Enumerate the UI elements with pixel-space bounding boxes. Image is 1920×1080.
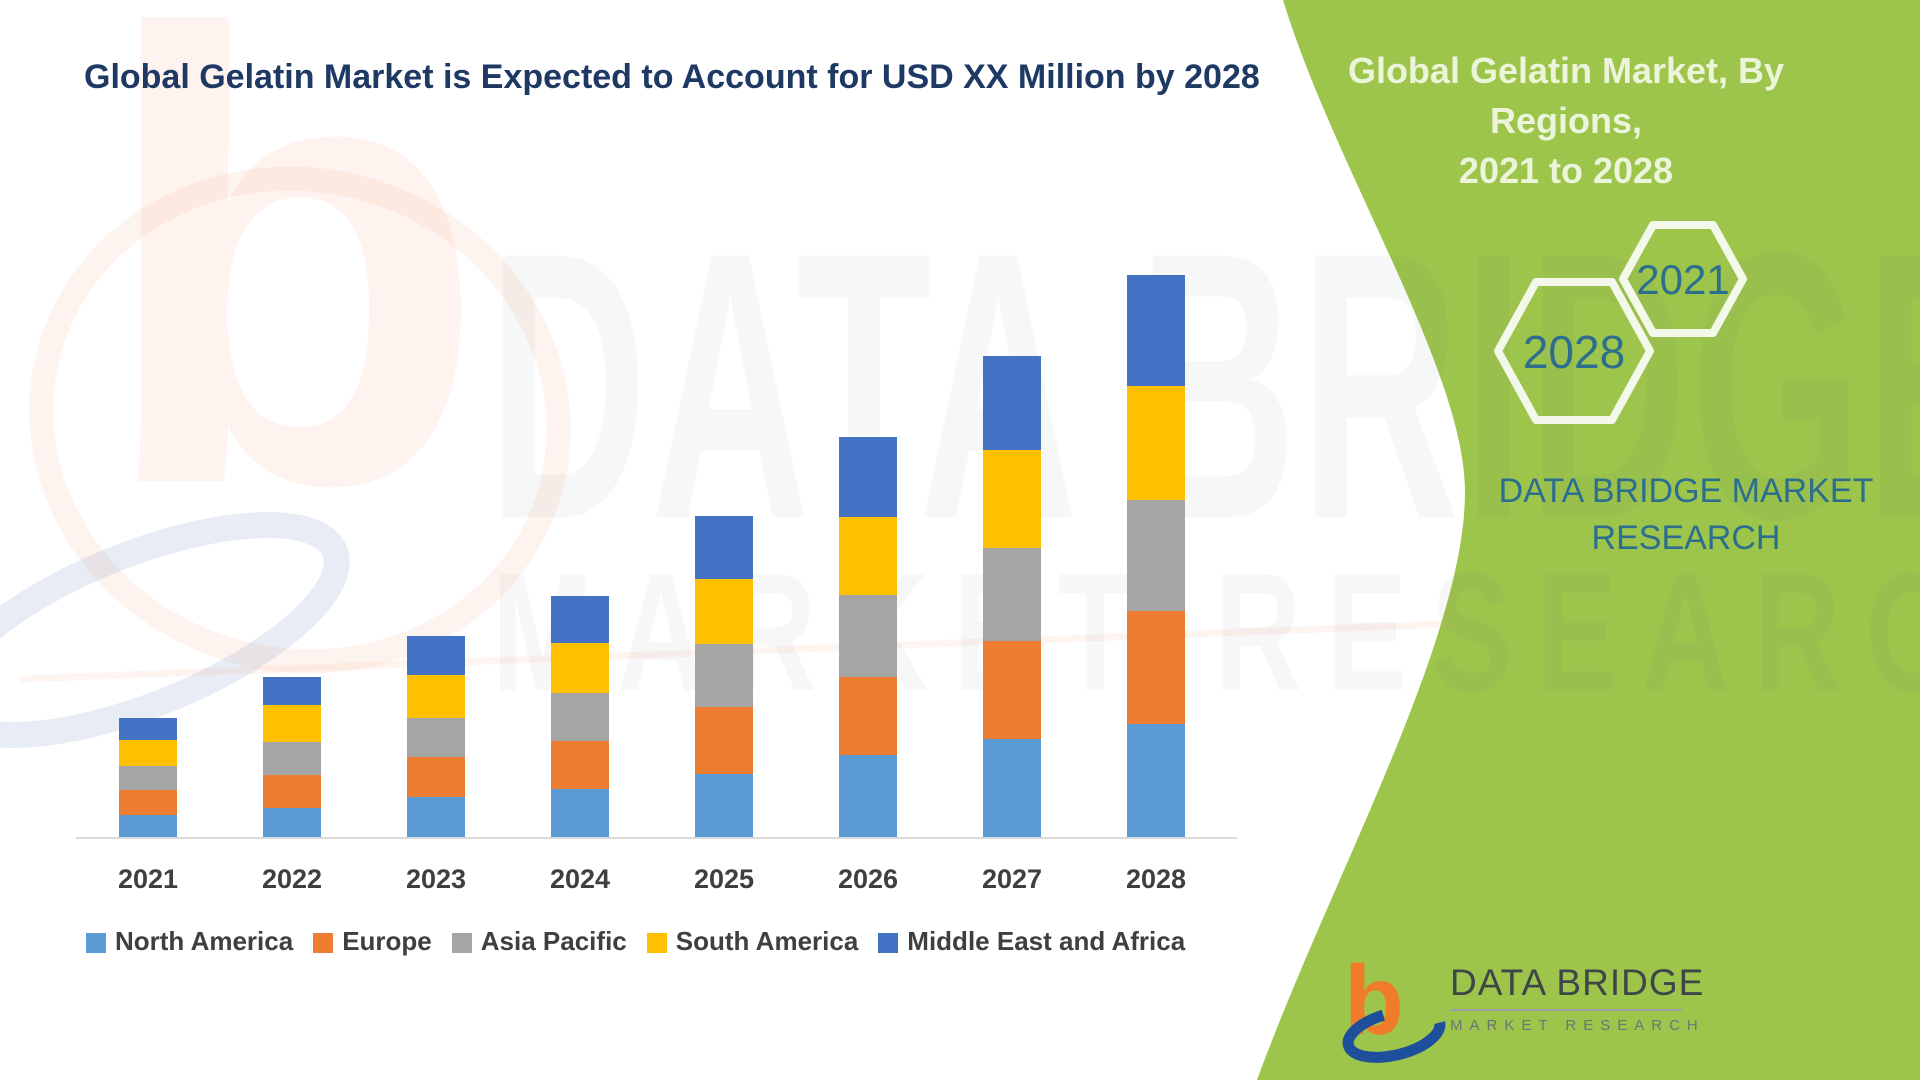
bar-2024 (551, 596, 609, 838)
legend-swatch-asia-pacific (451, 932, 472, 953)
bar-segment-south-america-2021 (119, 740, 177, 766)
brand-block: DATA BRIDGE MARKET RESEARCH (1456, 468, 1916, 562)
hexagon-2028-icon (1494, 278, 1654, 424)
bar-segment-asia-pacific-2021 (119, 766, 177, 790)
bar-segment-south-america-2028 (1127, 386, 1185, 500)
brand-line2: RESEARCH (1591, 519, 1781, 557)
brand-line1: DATA BRIDGE MARKET (1498, 472, 1874, 510)
panel-heading-line1: Global Gelatin Market, By Regions, (1347, 50, 1785, 141)
bar-segment-south-america-2025 (695, 579, 753, 644)
legend-label-south-america: South America (675, 926, 859, 956)
logo-divider (1450, 1009, 1682, 1011)
bar-segment-middle-east-and-africa-2026 (839, 437, 897, 517)
bar-2026 (839, 437, 897, 838)
bar-segment-middle-east-and-africa-2028 (1127, 275, 1185, 386)
bar-segment-middle-east-and-africa-2027 (983, 356, 1041, 450)
legend-swatch-middle-east-and-africa (878, 932, 899, 953)
bar-segment-north-america-2025 (695, 774, 753, 838)
panel-heading: Global Gelatin Market, By Regions, 2021 … (1316, 46, 1816, 196)
bar-segment-europe-2025 (695, 707, 753, 774)
bar-segment-middle-east-and-africa-2023 (407, 636, 465, 675)
x-axis-label-2028: 2028 (1125, 864, 1187, 894)
bar-segment-asia-pacific-2024 (551, 693, 609, 741)
bar-segment-north-america-2026 (839, 755, 897, 838)
bar-segment-asia-pacific-2022 (263, 742, 321, 775)
bar-segment-south-america-2022 (263, 705, 321, 742)
bar-segment-asia-pacific-2028 (1127, 500, 1185, 611)
bar-segment-middle-east-and-africa-2022 (263, 677, 321, 705)
bar-2025 (695, 516, 753, 838)
bar-segment-europe-2022 (263, 775, 321, 808)
bar-segment-middle-east-and-africa-2025 (695, 516, 753, 579)
x-axis-label-2025: 2025 (693, 864, 755, 894)
legend-item-europe: Europe (313, 926, 432, 957)
bar-segment-asia-pacific-2025 (695, 644, 753, 707)
hexagon-2021-icon (1619, 221, 1747, 337)
bar-2021 (119, 718, 177, 838)
legend: North America Europe Asia Pacific South Ame… (86, 926, 1185, 957)
bar-segment-south-america-2024 (551, 643, 609, 693)
legend-label-middle-east-and-africa: Middle East and Africa (907, 926, 1186, 956)
bar-segment-south-america-2026 (839, 517, 897, 595)
bar-segment-asia-pacific-2023 (407, 718, 465, 757)
bar-segment-north-america-2027 (983, 739, 1041, 838)
bar-segment-europe-2023 (407, 757, 465, 797)
bar-2028 (1127, 275, 1185, 838)
logo-text: DATA BRIDGE MARKET RESEARCH (1450, 962, 1705, 1034)
legend-item-north-america: North America (86, 926, 293, 957)
bar-segment-europe-2027 (983, 641, 1041, 739)
legend-item-south-america: South America (646, 926, 859, 957)
x-axis-label-2026: 2026 (837, 864, 899, 894)
legend-label-north-america: North America (115, 926, 294, 956)
logo-name: DATA BRIDGE (1450, 962, 1705, 1003)
bar-segment-north-america-2021 (119, 815, 177, 838)
x-axis-label-2021: 2021 (117, 864, 179, 894)
bar-segment-europe-2021 (119, 790, 177, 815)
bar-segment-asia-pacific-2026 (839, 595, 897, 677)
legend-label-europe: Europe (342, 926, 432, 956)
hexagon-2028-label: 2028 (1522, 326, 1626, 378)
hexagon-2021-label: 2021 (1636, 256, 1730, 303)
bar-segment-north-america-2023 (407, 797, 465, 838)
bar-segment-middle-east-and-africa-2021 (119, 718, 177, 740)
legend-item-asia-pacific: Asia Pacific (451, 926, 627, 957)
x-axis-line (76, 837, 1237, 839)
x-axis-label-2022: 2022 (261, 864, 323, 894)
x-axis-label-2024: 2024 (549, 864, 611, 894)
bar-segment-europe-2028 (1127, 611, 1185, 724)
page-title: Global Gelatin Market is Expected to Acc… (84, 58, 1260, 96)
bar-segment-south-america-2027 (983, 450, 1041, 548)
bar-2022 (263, 677, 321, 838)
logo-b-swoosh-icon: b (1342, 948, 1446, 1063)
panel-heading-line2: 2021 to 2028 (1458, 150, 1674, 191)
legend-item-middle-east-and-africa: Middle East and Africa (878, 926, 1185, 957)
bar-segment-middle-east-and-africa-2024 (551, 596, 609, 643)
bar-segment-europe-2026 (839, 677, 897, 755)
legend-label-asia-pacific: Asia Pacific (480, 926, 627, 956)
bar-2023 (407, 636, 465, 838)
legend-swatch-north-america (86, 932, 106, 953)
company-logo: b DATA BRIDGE MARKET RESEARCH (1342, 948, 1703, 1068)
legend-swatch-europe (313, 932, 334, 953)
bar-segment-asia-pacific-2027 (983, 548, 1041, 641)
bar-segment-south-america-2023 (407, 675, 465, 718)
bar-segment-europe-2024 (551, 741, 609, 789)
x-axis-label-2027: 2027 (981, 864, 1043, 894)
bar-2027 (983, 356, 1041, 838)
x-axis-label-2023: 2023 (405, 864, 467, 894)
bar-segment-north-america-2024 (551, 789, 609, 838)
bar-segment-north-america-2028 (1127, 724, 1185, 838)
legend-swatch-south-america (646, 932, 667, 953)
bar-segment-north-america-2022 (263, 808, 321, 838)
logo-subtitle: MARKET RESEARCH (1450, 1017, 1705, 1034)
